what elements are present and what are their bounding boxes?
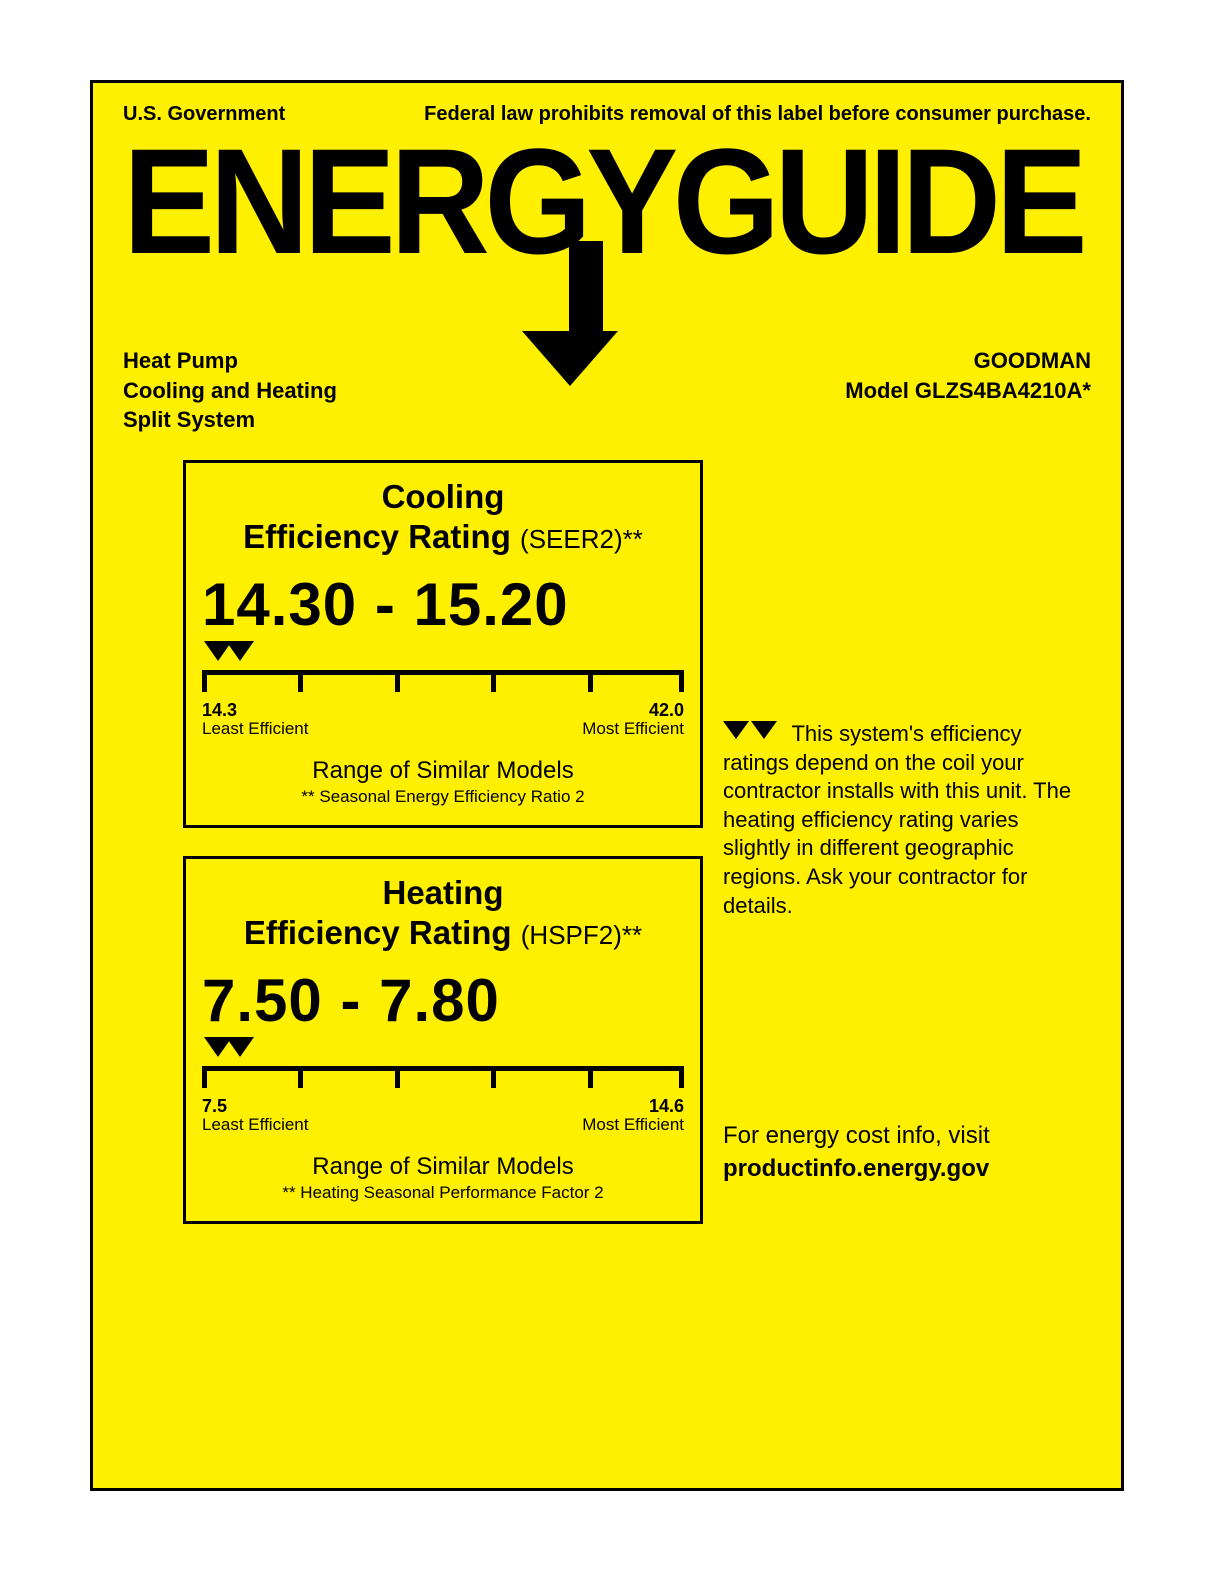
cooling-footnote: ** Seasonal Energy Efficiency Ratio 2	[202, 787, 684, 807]
heating-scale-values: 7.5 14.6	[202, 1096, 684, 1117]
down-arrow-icon	[553, 241, 618, 386]
brand: GOODMAN	[845, 346, 1091, 376]
energyguide-label: U.S. Government Federal law prohibits re…	[90, 80, 1124, 1491]
most-efficient-label: Most Efficient	[582, 1115, 684, 1135]
link-intro: For energy cost info, visit	[723, 1120, 1091, 1152]
side-note-text: This system's efficiency ratings depend …	[723, 721, 1071, 918]
heating-scale-min: 7.5	[202, 1096, 227, 1117]
logo-row: ENERGYGUIDE	[123, 126, 1091, 306]
product-type: Heat Pump Cooling and Heating Split Syst…	[123, 346, 337, 435]
heating-footnote: ** Heating Seasonal Performance Factor 2	[202, 1183, 684, 1203]
least-efficient-label: Least Efficient	[202, 1115, 308, 1135]
heating-range-label: Range of Similar Models	[202, 1153, 684, 1181]
cooling-scale-labels: Least Efficient Most Efficient	[202, 719, 684, 739]
heating-scale-labels: Least Efficient Most Efficient	[202, 1115, 684, 1135]
link-url: productinfo.energy.gov	[723, 1153, 1091, 1185]
product-brand-model: GOODMAN Model GLZS4BA4210A*	[845, 346, 1091, 435]
heating-scale	[202, 1066, 684, 1092]
heating-rating-box: Heating Efficiency Rating (HSPF2)** 7.50…	[183, 856, 703, 1224]
heating-scale-max: 14.6	[649, 1096, 684, 1117]
heating-value: 7.50 - 7.80	[202, 966, 684, 1035]
triangle-icon	[751, 721, 777, 739]
cooling-range-label: Range of Similar Models	[202, 757, 684, 785]
heating-title: Heating Efficiency Rating (HSPF2)**	[202, 873, 684, 952]
product-type-line: Cooling and Heating	[123, 376, 337, 406]
heating-title-line1: Heating	[202, 873, 684, 913]
product-type-line: Heat Pump	[123, 346, 337, 376]
cooling-value: 14.30 - 15.20	[202, 570, 684, 639]
cooling-scale-min: 14.3	[202, 700, 237, 721]
cooling-rating-box: Cooling Efficiency Rating (SEER2)** 14.3…	[183, 460, 703, 828]
cooling-metric: (SEER2)**	[520, 524, 643, 554]
page: U.S. Government Federal law prohibits re…	[0, 0, 1214, 1571]
heating-title-line2: Efficiency Rating (HSPF2)**	[202, 913, 684, 953]
body-row: Cooling Efficiency Rating (SEER2)** 14.3…	[123, 460, 1091, 1252]
cooling-title: Cooling Efficiency Rating (SEER2)**	[202, 477, 684, 556]
energy-cost-link: For energy cost info, visit productinfo.…	[723, 1120, 1091, 1185]
cooling-marker-icon	[204, 641, 684, 666]
least-efficient-label: Least Efficient	[202, 719, 308, 739]
heating-marker-icon	[204, 1037, 684, 1062]
triangle-icon	[723, 721, 749, 739]
cooling-scale	[202, 670, 684, 696]
cooling-title-line1: Cooling	[202, 477, 684, 517]
cooling-scale-values: 14.3 42.0	[202, 700, 684, 721]
model: Model GLZS4BA4210A*	[845, 376, 1091, 406]
most-efficient-label: Most Efficient	[582, 719, 684, 739]
side-note: This system's efficiency ratings depend …	[723, 720, 1091, 920]
heating-metric: (HSPF2)**	[521, 920, 642, 950]
product-type-line: Split System	[123, 405, 337, 435]
cooling-scale-max: 42.0	[649, 700, 684, 721]
cooling-title-line2: Efficiency Rating (SEER2)**	[202, 517, 684, 557]
side-column: This system's efficiency ratings depend …	[723, 460, 1091, 1252]
ratings-column: Cooling Efficiency Rating (SEER2)** 14.3…	[183, 460, 703, 1252]
